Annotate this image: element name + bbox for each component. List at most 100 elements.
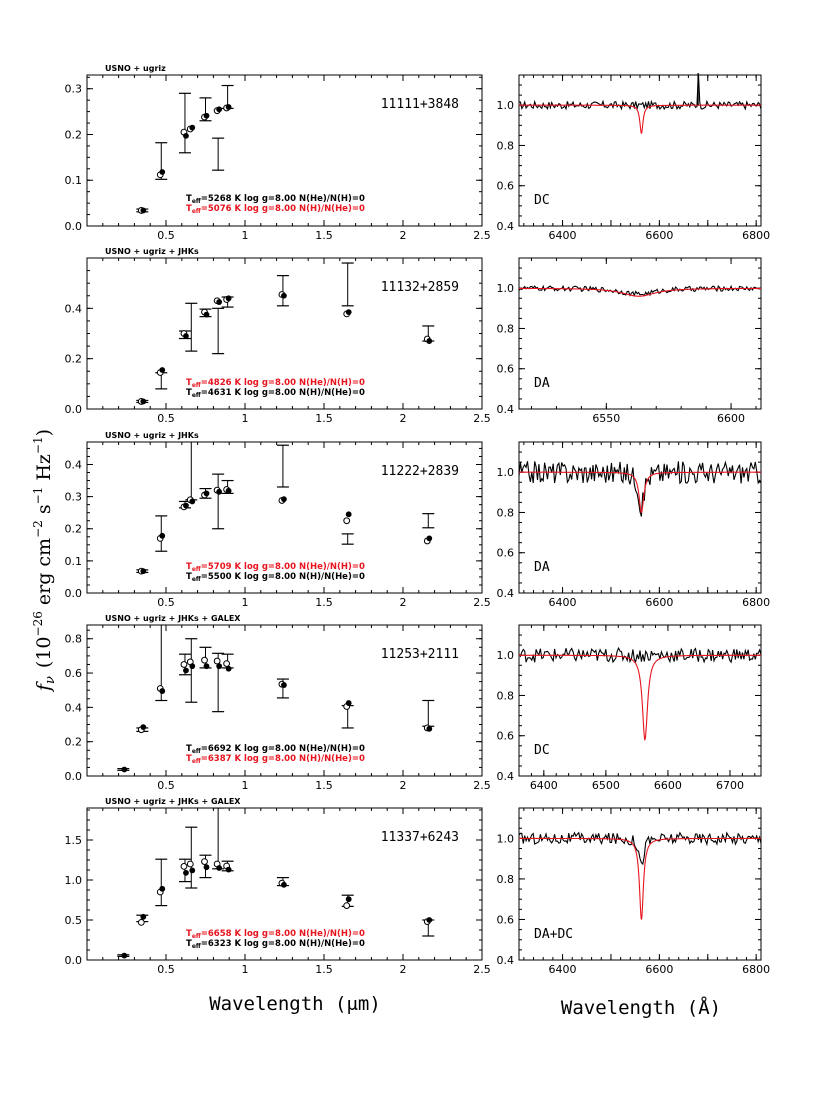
- sed-model-filled-point: [426, 725, 433, 732]
- spectral-class-label: DA: [534, 376, 550, 391]
- sed-model-filled-point: [140, 398, 147, 405]
- sed-xtick-label: 2.5: [473, 963, 491, 976]
- sed-xtick-label: 2: [400, 229, 407, 242]
- sed-frame: [86, 807, 483, 961]
- spec-ytick-label: 0.4: [497, 954, 515, 967]
- sed-model-filled-point: [183, 132, 189, 139]
- sed-model-filled-point: [140, 207, 147, 214]
- sed-model-filled-point: [281, 496, 287, 503]
- spec-xtick-label: 6800: [742, 596, 770, 609]
- model-fit-label: Teff=5076 K log g=8.00 N(H)/N(He)=0: [186, 204, 365, 215]
- panel-row-1: 0.5 1 1.5 2 2.5 0.0 0.1 0.2 0.3 USNO + ugriz 11111…: [65, 64, 771, 242]
- sed-model-filled-point: [426, 338, 433, 344]
- sed-plot-area: [136, 262, 435, 405]
- spec-frame: [518, 74, 762, 227]
- spec-xtick-label: 6500: [592, 779, 620, 792]
- sed-model-filled-point: [216, 865, 223, 871]
- sed-model-filled-point: [121, 766, 128, 773]
- spec-ytick-label: 0.8: [497, 506, 515, 519]
- sed-xtick-label: 2.5: [473, 596, 491, 609]
- model-fit-label: Teff=4826 K log g=8.00 N(He)/N(H)=0: [186, 378, 365, 389]
- spec-xtick-label: 6600: [645, 229, 673, 242]
- sed-model-filled-point: [225, 104, 232, 110]
- sed-xtick-label: 1.5: [315, 412, 333, 425]
- object-name: 11132+2859: [381, 280, 459, 295]
- spec-plot-area: [519, 831, 761, 921]
- model-fit-label: Teff=4631 K log g=8.00 N(H)/N(He)=0: [186, 388, 365, 399]
- observed-spectrum-line: [519, 460, 761, 517]
- sed-model-filled-point: [345, 896, 352, 903]
- sed-model-filled-point: [140, 568, 147, 575]
- sed-model-filled-point: [159, 688, 166, 694]
- sed-xtick-label: 1.5: [315, 596, 333, 609]
- sed-ytick-label: 0.6: [65, 667, 83, 680]
- spec-ytick-label: 1.0: [497, 99, 515, 112]
- sed-ytick-label: 0.2: [65, 128, 83, 141]
- sed-model-filled-point: [225, 295, 232, 302]
- spec-plot-area: [519, 460, 761, 517]
- spectral-class-label: DA: [534, 560, 550, 575]
- spec-ytick-label: 0.8: [497, 689, 515, 702]
- model-spectrum-line: [519, 104, 761, 135]
- spec-ytick-label: 0.4: [497, 220, 515, 233]
- sed-model-filled-point: [216, 663, 223, 670]
- spec-xtick-label: 6400: [549, 963, 577, 976]
- sed-xtick-label: 0.5: [157, 596, 175, 609]
- sed-model-filled-point: [345, 511, 352, 518]
- sed-xtick-label: 2.5: [473, 412, 491, 425]
- spec-xtick-label: 6400: [530, 779, 558, 792]
- spec-frame: [518, 257, 762, 410]
- panel-row-5: 0.5 1 1.5 2 2.5 0.0 0.5 1.0 1.5 USNO + ugriz + JH…: [65, 797, 771, 976]
- sed-model-filled-point: [183, 667, 189, 674]
- sed-ytick-label: 0.4: [65, 701, 83, 714]
- sed-model-open-point: [201, 858, 208, 865]
- sed-xtick-label: 1: [242, 963, 249, 976]
- y-axis-title: fν(10−26 erg cm−2 s−1 Hz−1): [31, 429, 58, 693]
- sed-xtick-label: 2: [400, 596, 407, 609]
- sed-ytick-label: 0.3: [65, 491, 83, 504]
- spectrum-x-axis-title: Wavelength (Å): [561, 996, 721, 1019]
- spec-ytick-label: 0.6: [497, 547, 515, 560]
- model-spectrum-line: [519, 287, 761, 297]
- sed-ytick-label: 0.1: [65, 174, 83, 187]
- spec-xtick-label: 6700: [716, 779, 744, 792]
- model-fit-label: Teff=6692 K log g=8.00 N(He)/N(H)=0: [186, 744, 365, 755]
- sed-model-open-point: [201, 656, 208, 664]
- model-spectrum-line: [519, 837, 761, 921]
- sed-model-filled-point: [189, 124, 196, 131]
- sed-frame: [86, 441, 483, 594]
- sed-model-filled-point: [203, 663, 210, 670]
- spec-ytick-label: 0.6: [497, 730, 515, 743]
- sed-model-open-point: [180, 863, 188, 870]
- photometry-label: USNO + ugriz + JHKs + GALEX: [105, 614, 241, 623]
- sed-model-filled-point: [140, 913, 147, 920]
- sed-model-filled-point: [183, 333, 189, 339]
- spec-xtick-label: 6800: [742, 963, 770, 976]
- sed-ytick-label: 0.8: [65, 633, 83, 646]
- model-fit-label: Teff=5268 K log g=8.00 N(He)/N(H)=0: [186, 194, 365, 205]
- sed-model-open-point: [223, 660, 231, 668]
- spec-xtick-label: 6600: [654, 779, 682, 792]
- spectral-class-label: DC: [534, 193, 550, 208]
- sed-model-open-point: [343, 517, 351, 525]
- sed-frame: [86, 624, 483, 777]
- observed-spectrum-line: [519, 646, 761, 664]
- sed-ytick-label: 0.1: [65, 555, 83, 568]
- sed-model-filled-point: [189, 867, 196, 874]
- panel-row-4: 0.5 1 1.5 2 2.5 0.0 0.2 0.4 0.6 0.8 USNO + ugriz +…: [65, 614, 762, 792]
- spec-ytick-label: 0.6: [497, 180, 515, 193]
- sed-xtick-label: 0.5: [157, 779, 175, 792]
- sed-model-open-point: [186, 860, 194, 868]
- sed-ytick-label: 0.0: [65, 403, 83, 416]
- sed-model-filled-point: [281, 682, 287, 688]
- panel-row-3: 0.5 1 1.5 2 2.5 0.0 0.1 0.2 0.3 0.4 USNO + ugriz +…: [65, 431, 771, 609]
- sed-model-filled-point: [140, 724, 147, 730]
- photometry-label: USNO + ugriz + JHKs + GALEX: [105, 797, 241, 806]
- sed-xtick-label: 2: [400, 412, 407, 425]
- sed-model-filled-point: [426, 535, 433, 542]
- sed-ytick-label: 0.0: [65, 770, 83, 783]
- sed-model-filled-point: [183, 869, 189, 876]
- sed-plot-area: [136, 84, 234, 214]
- sed-model-open-point: [137, 919, 145, 926]
